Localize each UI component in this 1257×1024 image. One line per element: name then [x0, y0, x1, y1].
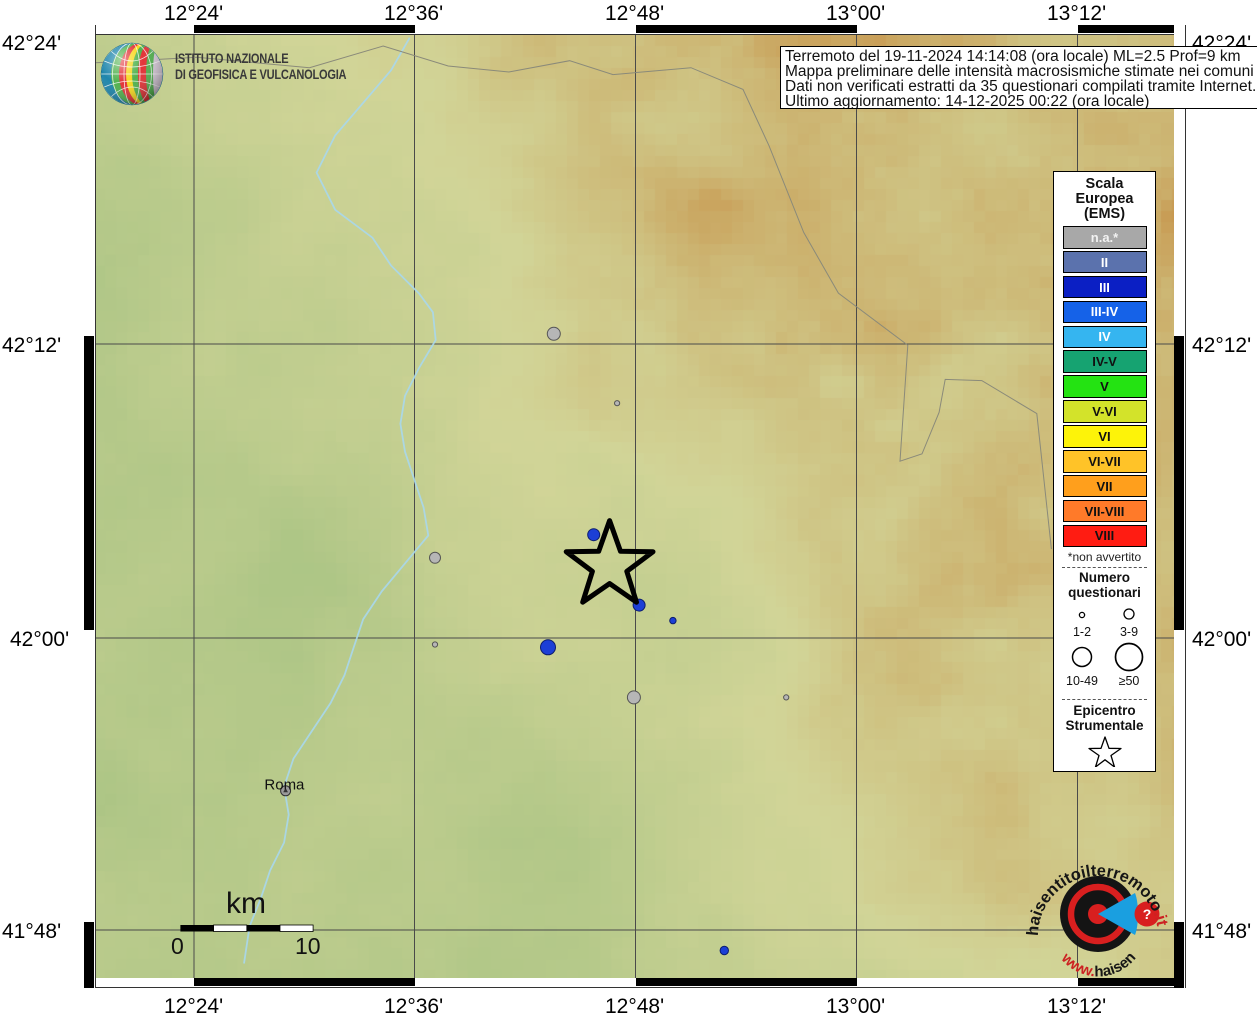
svg-text:10-49: 10-49: [1066, 674, 1098, 688]
svg-text:1-2: 1-2: [1073, 625, 1091, 639]
svg-text:≥50: ≥50: [1119, 674, 1140, 688]
svg-text:3-9: 3-9: [1120, 625, 1138, 639]
